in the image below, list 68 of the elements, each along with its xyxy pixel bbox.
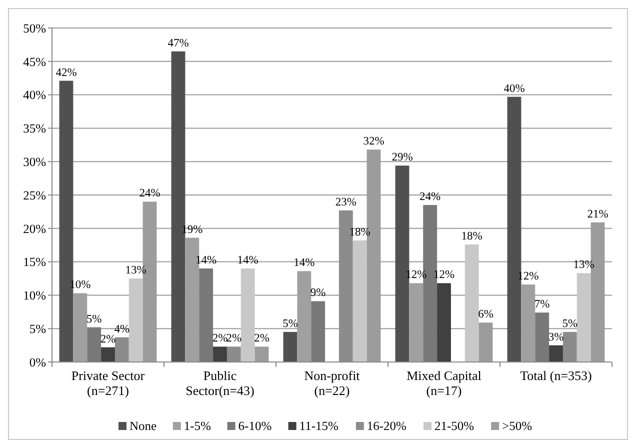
y-tick-label: 15% (23, 255, 46, 270)
bar (409, 283, 424, 362)
y-tick-label: 30% (23, 154, 46, 169)
bar (128, 278, 143, 362)
legend-label: 21-50% (434, 419, 474, 433)
data-label: 32% (363, 136, 385, 148)
data-label: 12% (433, 269, 455, 282)
data-label: 23% (335, 196, 357, 208)
y-tick-label: 20% (23, 222, 46, 236)
data-label: 21% (587, 208, 609, 220)
bar (240, 268, 255, 362)
data-label: 18% (349, 226, 371, 238)
bar (549, 345, 563, 362)
x-tick-label: Non-profit (n=22) (304, 368, 360, 398)
legend-label: >50% (502, 419, 532, 433)
y-tick-label: 10% (23, 288, 46, 303)
data-label: 3% (548, 331, 564, 344)
bar (352, 240, 367, 362)
data-label: 14% (294, 257, 316, 270)
x-tick-label: Mixed Capital (n=17) (406, 368, 482, 398)
data-label: 42% (56, 66, 78, 79)
data-label: 14% (237, 254, 259, 266)
data-label: 2% (226, 332, 242, 345)
bar (87, 327, 102, 362)
data-label: 13% (125, 264, 147, 276)
legend-label: 1-5% (184, 419, 211, 433)
legend-label: None (130, 419, 158, 433)
data-label: 2% (254, 332, 270, 345)
x-tick-label: Total (n=353) (520, 368, 592, 383)
bar (535, 312, 550, 362)
data-label: 5% (86, 313, 102, 326)
legend-label: 6-10% (238, 419, 272, 433)
bar (437, 283, 451, 362)
data-label: 29% (392, 152, 414, 164)
bar (464, 244, 479, 362)
data-label: 5% (562, 318, 578, 330)
data-label: 14% (196, 254, 218, 266)
bar (213, 346, 227, 362)
bar (283, 332, 298, 362)
data-label: 7% (534, 298, 550, 311)
bar (101, 347, 115, 362)
x-tick-label: Public Sector(n=43) (186, 368, 254, 398)
legend-label: 11-15% (299, 419, 338, 433)
bar (254, 346, 269, 362)
bar (311, 301, 326, 362)
y-tick-label: 50% (23, 21, 46, 36)
data-label: 13% (573, 259, 595, 272)
y-tick-label: 5% (29, 322, 46, 336)
x-tick-label: Private Sector (n=271) (71, 368, 146, 398)
y-tick-label: 40% (23, 88, 46, 102)
data-label: 4% (114, 323, 130, 336)
y-tick-label: 0% (29, 355, 46, 370)
bar (199, 268, 214, 362)
data-label: 24% (139, 188, 161, 200)
data-label: 47% (168, 37, 190, 50)
bar (576, 273, 591, 362)
data-label: 2% (100, 333, 116, 346)
data-label: 9% (310, 287, 326, 300)
y-tick-label: 45% (23, 54, 46, 69)
data-label: 40% (504, 82, 526, 95)
legend-label: 16-20% (366, 419, 406, 433)
data-label: 5% (282, 318, 298, 330)
data-label: 24% (420, 191, 442, 204)
data-label: 2% (212, 332, 228, 345)
y-tick-label: 35% (23, 122, 46, 136)
data-label: 6% (478, 308, 494, 321)
data-label: 18% (461, 230, 483, 242)
y-tick-label: 25% (23, 188, 46, 202)
